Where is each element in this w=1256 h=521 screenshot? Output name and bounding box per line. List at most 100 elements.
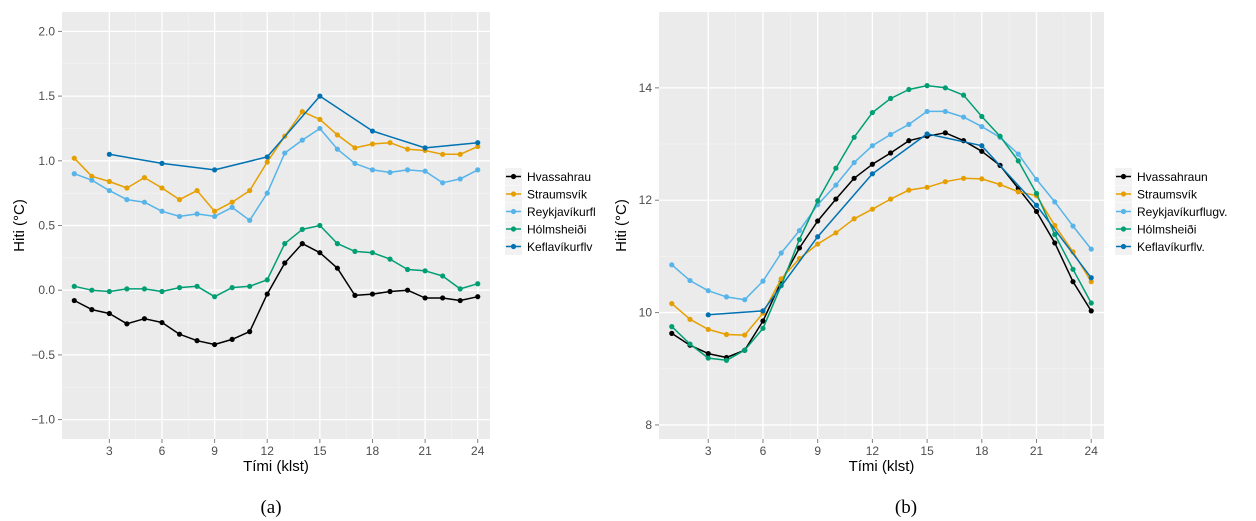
data-point xyxy=(89,173,95,179)
data-point xyxy=(851,175,857,181)
data-point xyxy=(247,217,253,223)
y-tick-label: 1.0 xyxy=(38,154,55,168)
data-point xyxy=(106,178,112,185)
data-point xyxy=(106,310,112,317)
data-point xyxy=(942,179,948,185)
data-point xyxy=(705,355,711,361)
data-point xyxy=(106,288,112,295)
data-point xyxy=(176,285,183,291)
data-point xyxy=(369,291,376,297)
data-point xyxy=(457,176,463,182)
data-point xyxy=(475,281,481,287)
data-point xyxy=(888,196,894,202)
data-point xyxy=(869,143,875,149)
data-point xyxy=(71,155,77,161)
data-point xyxy=(1088,246,1094,252)
legend-key-point xyxy=(510,191,517,197)
data-point xyxy=(1070,223,1076,229)
data-point xyxy=(705,312,711,318)
y-tick-label: −0.5 xyxy=(31,348,55,362)
data-point xyxy=(979,124,985,130)
x-tick-label: 3 xyxy=(106,444,113,458)
data-point xyxy=(159,288,165,295)
data-point xyxy=(229,199,235,205)
data-point xyxy=(942,85,948,91)
legend-label: Reykjavíkurfl xyxy=(527,205,596,219)
data-point xyxy=(89,177,95,183)
x-tick-label: 18 xyxy=(975,444,989,458)
data-point xyxy=(942,130,948,136)
data-point xyxy=(212,213,218,220)
series-4 xyxy=(71,222,481,300)
x-tick-label: 12 xyxy=(261,444,275,458)
data-point xyxy=(475,140,481,146)
data-point xyxy=(334,146,340,152)
data-point xyxy=(833,165,839,171)
x-tick-label: 3 xyxy=(705,444,712,458)
data-point xyxy=(194,283,200,289)
series-3 xyxy=(669,108,1094,303)
data-point xyxy=(299,226,305,232)
data-point xyxy=(705,326,711,333)
y-tick-label: 14 xyxy=(639,81,653,95)
x-tick-label: 6 xyxy=(159,444,166,458)
data-point xyxy=(1070,266,1076,272)
x-tick-label: 24 xyxy=(1085,444,1099,458)
y-tick-label: 0.5 xyxy=(38,219,55,233)
data-point xyxy=(212,294,218,300)
data-point xyxy=(888,95,894,102)
data-point xyxy=(159,319,165,326)
data-point xyxy=(796,245,803,251)
data-point xyxy=(369,128,376,134)
data-point xyxy=(247,329,253,335)
data-point xyxy=(869,109,875,116)
data-point xyxy=(705,288,711,294)
series-5 xyxy=(106,93,481,173)
data-point xyxy=(71,297,77,304)
x-tick-label: 18 xyxy=(366,444,380,458)
data-point xyxy=(796,227,803,234)
plot-background xyxy=(659,12,1104,439)
legend-label: Keflavíkurflv. xyxy=(1137,240,1205,254)
data-point xyxy=(687,341,693,347)
data-point xyxy=(334,241,340,247)
series-line xyxy=(73,242,478,346)
data-point xyxy=(229,204,235,210)
data-point xyxy=(229,336,235,342)
data-point xyxy=(71,283,77,289)
data-point xyxy=(317,250,323,256)
data-point xyxy=(1033,176,1040,183)
data-point xyxy=(851,134,857,140)
series-line xyxy=(74,224,478,298)
data-point xyxy=(778,276,784,282)
series-line xyxy=(73,110,479,213)
x-axis-title: Tími (klst) xyxy=(849,458,915,475)
data-point xyxy=(124,286,130,292)
data-point xyxy=(1015,189,1021,195)
data-point xyxy=(106,187,112,194)
data-point xyxy=(176,213,183,220)
data-point xyxy=(317,93,323,99)
x-tick-label: 6 xyxy=(760,444,767,458)
data-point xyxy=(176,197,183,203)
legend-label: Hvassahraun xyxy=(1137,170,1208,184)
data-point xyxy=(997,133,1003,139)
data-point xyxy=(387,256,393,262)
data-point xyxy=(778,250,784,256)
data-point xyxy=(404,266,411,273)
x-tick-label: 21 xyxy=(418,444,432,458)
data-point xyxy=(760,278,766,284)
panel-caption: (b) xyxy=(895,497,917,518)
data-point xyxy=(282,241,288,247)
x-tick-label: 24 xyxy=(471,444,485,458)
data-point xyxy=(1088,279,1094,285)
y-tick-label: 10 xyxy=(639,306,653,320)
data-point xyxy=(475,294,481,300)
data-point xyxy=(742,297,748,303)
y-tick-label: 12 xyxy=(639,193,653,207)
data-point xyxy=(212,341,218,348)
data-point xyxy=(1033,202,1040,208)
data-point xyxy=(317,116,323,122)
data-point xyxy=(1088,308,1094,314)
series-1 xyxy=(71,241,481,348)
